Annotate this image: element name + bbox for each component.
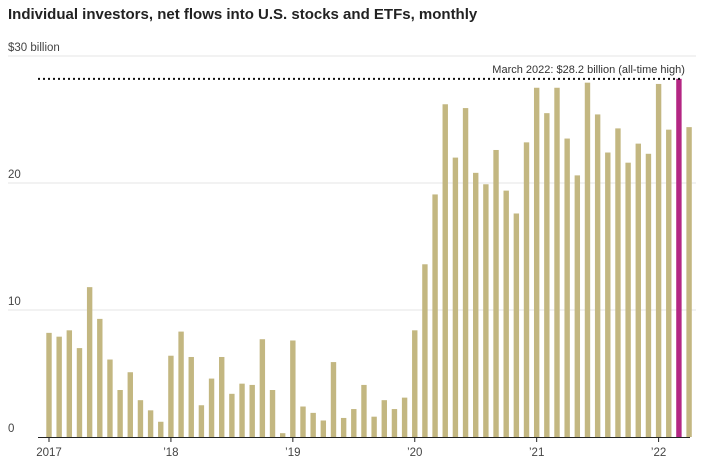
bar [117, 390, 123, 437]
bar [249, 384, 255, 437]
bar [594, 114, 601, 438]
bar [513, 213, 520, 437]
bar [351, 409, 357, 437]
bar [76, 348, 83, 437]
bar [208, 378, 215, 437]
reference-line-group: March 2022: $28.2 billion (all-time high… [38, 64, 685, 80]
bar [46, 332, 52, 437]
bar [493, 149, 499, 438]
highlight-bar [676, 78, 682, 438]
bar [127, 372, 133, 437]
bar [56, 336, 62, 437]
bar [544, 113, 550, 438]
bar [269, 390, 276, 437]
bar [584, 82, 591, 438]
bar [178, 331, 184, 437]
y-tick-label: $30 billion [8, 42, 60, 54]
x-tick-label: ’20 [407, 447, 422, 459]
bar [473, 172, 479, 437]
bar [605, 152, 611, 437]
bar [340, 417, 347, 437]
bar [625, 162, 631, 437]
bar [564, 138, 570, 438]
x-tick-label: ’21 [529, 447, 544, 459]
bar [422, 264, 428, 437]
reference-line-label: March 2022: $28.2 billion (all-time high… [492, 64, 685, 76]
bar [107, 359, 113, 437]
bar [523, 142, 530, 438]
bar [279, 433, 286, 437]
bar [483, 184, 489, 437]
bar [137, 400, 144, 437]
bar [655, 83, 662, 437]
bar [401, 397, 408, 437]
bar [158, 421, 164, 437]
bar [300, 406, 306, 437]
bar [686, 127, 692, 438]
y-tick-label: 20 [8, 169, 21, 181]
bar [391, 409, 398, 437]
bar [86, 287, 93, 437]
bar [239, 383, 245, 437]
axes: $30 billion 20 10 0 2017 ’18 ’19 ’20 ’21 ’22 [8, 42, 690, 459]
x-tick-label: ’19 [285, 447, 300, 459]
bar [168, 355, 174, 437]
bar [635, 143, 641, 437]
bar [97, 318, 103, 437]
x-tick-label: ’18 [163, 447, 178, 459]
bar [381, 400, 387, 437]
bar [462, 108, 469, 437]
x-tick-label: 2017 [36, 447, 62, 459]
bar [554, 87, 560, 437]
bar [198, 405, 205, 437]
gridlines [8, 55, 696, 311]
bar [371, 416, 377, 437]
bar [533, 87, 540, 437]
bars [46, 78, 692, 438]
x-tick-label: ’22 [651, 447, 666, 459]
bar [615, 128, 621, 437]
bar [320, 420, 327, 437]
bar [645, 153, 652, 438]
bar [442, 104, 448, 437]
bar [452, 157, 459, 437]
bar [290, 340, 296, 437]
bar [574, 175, 581, 437]
bar [66, 330, 73, 437]
bar [310, 412, 316, 437]
bar [412, 330, 418, 437]
bar [330, 362, 337, 437]
bar [229, 393, 235, 437]
bar [219, 356, 225, 437]
bar [432, 194, 438, 437]
bar [361, 384, 367, 437]
bar [147, 410, 154, 437]
bar [259, 339, 266, 437]
y-tick-label: 10 [8, 296, 21, 308]
chart-title: Individual investors, net flows into U.S… [8, 6, 478, 23]
bar [188, 356, 194, 437]
y-tick-label: 0 [8, 423, 14, 435]
bar [503, 190, 509, 437]
bar [666, 129, 672, 437]
